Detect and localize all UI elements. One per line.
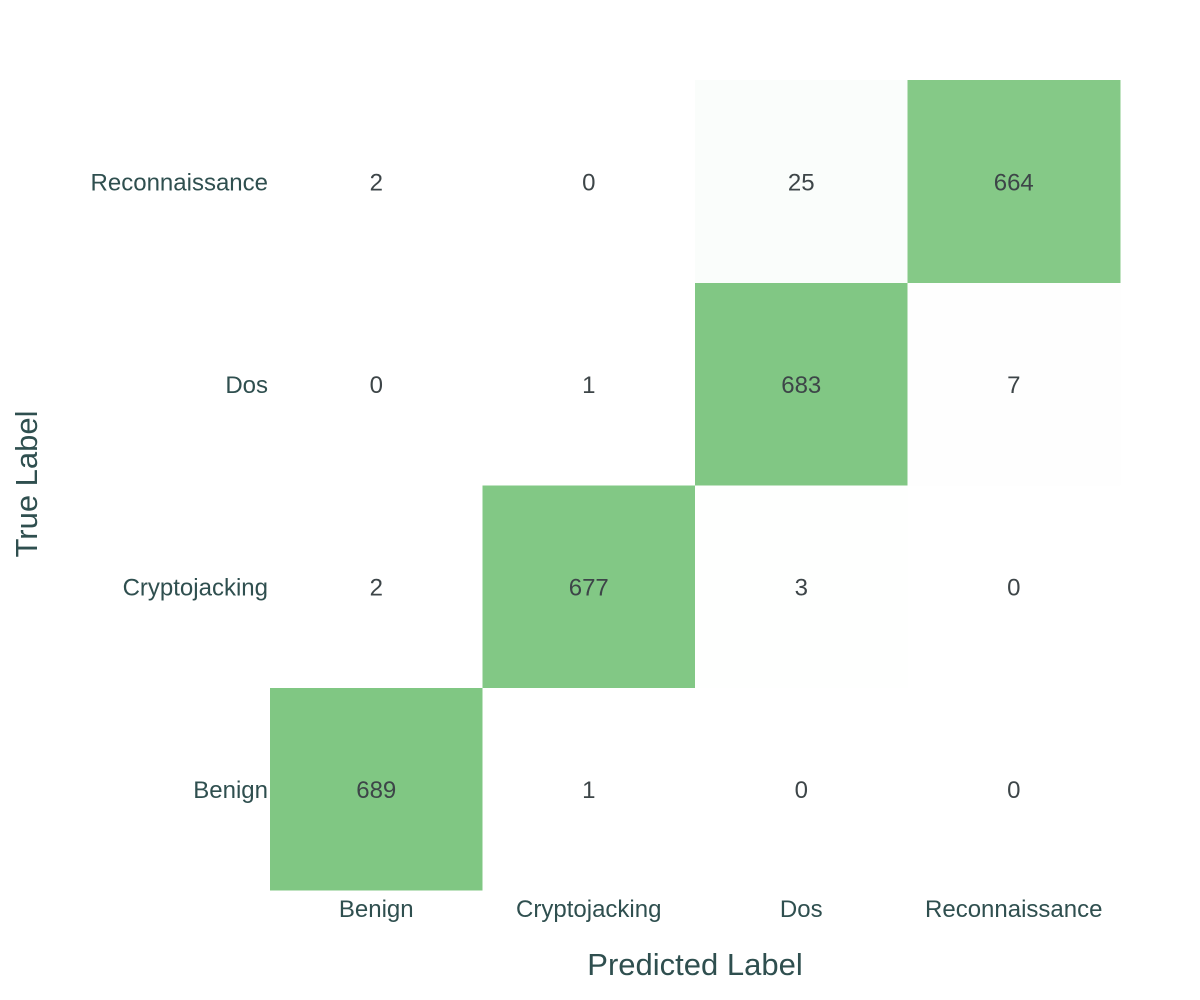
cell-value-label: 683: [781, 372, 821, 399]
cell-value-label: 1: [582, 372, 595, 399]
cell-value-label: 2: [370, 574, 383, 601]
heatmap-cell-dos-benign: [270, 282, 483, 486]
heatmap-cell-cryptojacking-reconnaissance: [907, 485, 1121, 688]
y-axis-ticks: Benign Cryptojacking Dos Reconnaissance: [91, 169, 268, 804]
heatmap-cell-reconnaissance-cryptojacking: [482, 80, 696, 283]
heatmap-cell-cryptojacking-benign: [270, 485, 483, 688]
heatmap-cell-dos-reconnaissance: [907, 282, 1121, 486]
y-tick-label: Reconnaissance: [91, 169, 268, 196]
y-axis-title: True Label: [9, 410, 44, 557]
cell-value-label: 689: [356, 777, 396, 804]
cell-value-label: 3: [795, 574, 808, 601]
cell-value-label: 0: [1007, 777, 1020, 804]
heatmap-cell-benign-benign: [270, 687, 483, 891]
x-tick-label: Dos: [780, 896, 823, 923]
heatmap-cell-benign-reconnaissance: [907, 687, 1121, 891]
heatmap-cell-cryptojacking-cryptojacking: [482, 485, 696, 688]
cell-value-label: 0: [370, 372, 383, 399]
heatmap-cell-reconnaissance-reconnaissance: [907, 80, 1121, 283]
y-tick-label: Benign: [193, 777, 268, 804]
heatmap-cell-cryptojacking-dos: [695, 485, 908, 688]
heatmap-cell-benign-cryptojacking: [482, 687, 696, 891]
x-tick-label: Cryptojacking: [516, 896, 661, 923]
cell-value-label: 7: [1007, 372, 1020, 399]
y-tick-label: Cryptojacking: [123, 574, 268, 601]
heatmap-cells: [270, 80, 1121, 891]
x-axis-title: Predicted Label: [587, 947, 802, 982]
cell-value-label: 0: [582, 169, 595, 196]
heatmap-cell-labels: 689 1 0 0 2 677 3 0 0 1 683 7 2 0 25 664: [356, 169, 1034, 804]
cell-value-label: 1: [582, 777, 595, 804]
x-tick-label: Reconnaissance: [925, 896, 1102, 923]
heatmap-cell-dos-dos: [695, 282, 908, 486]
cell-value-label: 25: [788, 169, 815, 196]
x-axis-ticks: Benign Cryptojacking Dos Reconnaissance: [339, 896, 1103, 923]
cell-value-label: 0: [1007, 574, 1020, 601]
heatmap-cell-reconnaissance-dos: [695, 80, 908, 283]
heatmap-cell-reconnaissance-benign: [270, 80, 483, 283]
heatmap-cell-benign-dos: [695, 687, 908, 891]
cell-value-label: 664: [994, 169, 1034, 196]
cell-value-label: 2: [370, 169, 383, 196]
x-tick-label: Benign: [339, 896, 414, 923]
cell-value-label: 0: [795, 777, 808, 804]
y-tick-label: Dos: [225, 372, 268, 399]
cell-value-label: 677: [569, 574, 609, 601]
heatmap-cell-dos-cryptojacking: [482, 282, 696, 486]
